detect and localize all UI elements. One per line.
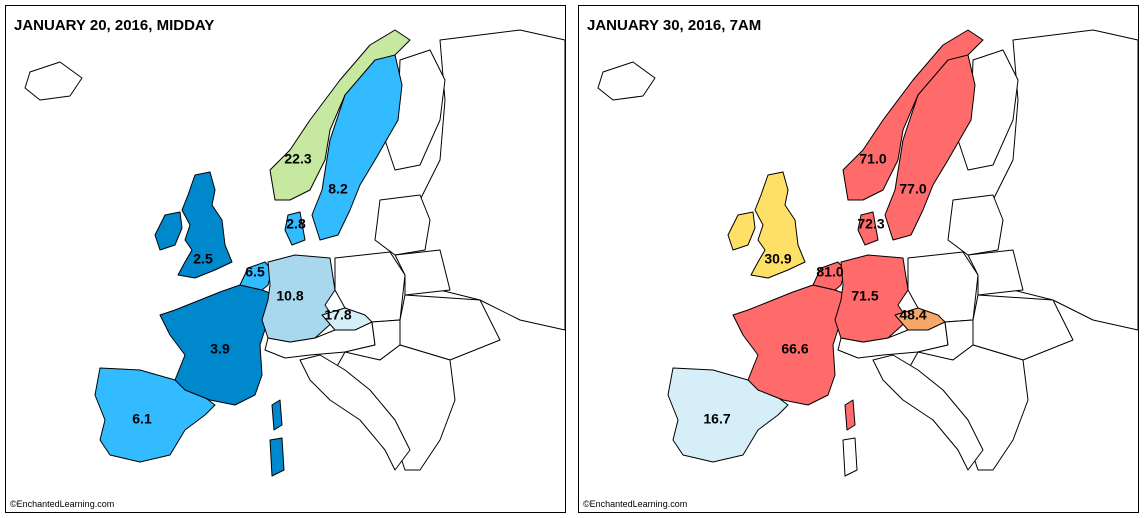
- country-belarus: [394, 249, 451, 296]
- country-uk: [750, 171, 806, 279]
- country-czech: [321, 307, 373, 331]
- country-germany: [834, 254, 909, 343]
- country-value: 71.0: [859, 151, 886, 167]
- country-baltics: [374, 194, 431, 256]
- country-value: 2.8: [286, 216, 306, 232]
- country-corsica: [271, 399, 283, 431]
- country-value: 72.3: [857, 216, 884, 232]
- map-panel: JANUARY 30, 2016, 7AM 71.0 77.0 72.3 30.9 81.…: [583, 17, 1139, 509]
- country-value: 77.0: [899, 181, 926, 197]
- country-sardinia: [842, 437, 858, 477]
- country-uk: [177, 171, 233, 279]
- country-germany: [261, 254, 336, 343]
- country-norway: [842, 29, 984, 201]
- map-panel: JANUARY 20, 2016, MIDDAY 22.3 8.2 2.8 2.5 6.5…: [10, 17, 566, 509]
- panel-title: JANUARY 20, 2016, MIDDAY: [14, 17, 214, 34]
- country-value: 66.6: [781, 341, 808, 357]
- panel-title: JANUARY 30, 2016, 7AM: [587, 17, 761, 34]
- country-value: 30.9: [764, 251, 791, 267]
- country-benelux: [239, 261, 273, 291]
- credit: ©EnchantedLearning.com: [583, 499, 687, 509]
- country-italy: [872, 354, 984, 471]
- country-value: 22.3: [284, 151, 311, 167]
- country-sweden: [884, 54, 976, 241]
- country-sardinia: [269, 437, 285, 477]
- country-ireland: [154, 211, 183, 251]
- country-baltics: [947, 194, 1004, 256]
- country-value: 48.4: [899, 307, 926, 323]
- country-sweden: [311, 54, 403, 241]
- credit: ©EnchantedLearning.com: [10, 499, 114, 509]
- country-benelux: [812, 261, 846, 291]
- country-france: [732, 284, 849, 406]
- country-italy: [299, 354, 411, 471]
- country-ireland: [727, 211, 756, 251]
- country-denmark: [284, 211, 306, 246]
- country-value: 81.0: [816, 264, 843, 280]
- country-value: 6.1: [132, 411, 152, 427]
- country-value: 8.2: [328, 181, 348, 197]
- country-belarus: [967, 249, 1024, 296]
- country-norway: [269, 29, 411, 201]
- country-value: 10.8: [276, 288, 303, 304]
- country-value: 17.8: [324, 307, 351, 323]
- country-czech: [894, 307, 946, 331]
- country-value: 71.5: [851, 288, 878, 304]
- country-denmark: [857, 211, 879, 246]
- country-iceland: [597, 61, 656, 101]
- country-value: 3.9: [210, 341, 230, 357]
- country-france: [159, 284, 276, 406]
- country-value: 16.7: [703, 411, 730, 427]
- country-value: 6.5: [245, 264, 265, 280]
- country-iceland: [24, 61, 83, 101]
- country-value: 2.5: [193, 251, 213, 267]
- country-corsica: [844, 399, 856, 431]
